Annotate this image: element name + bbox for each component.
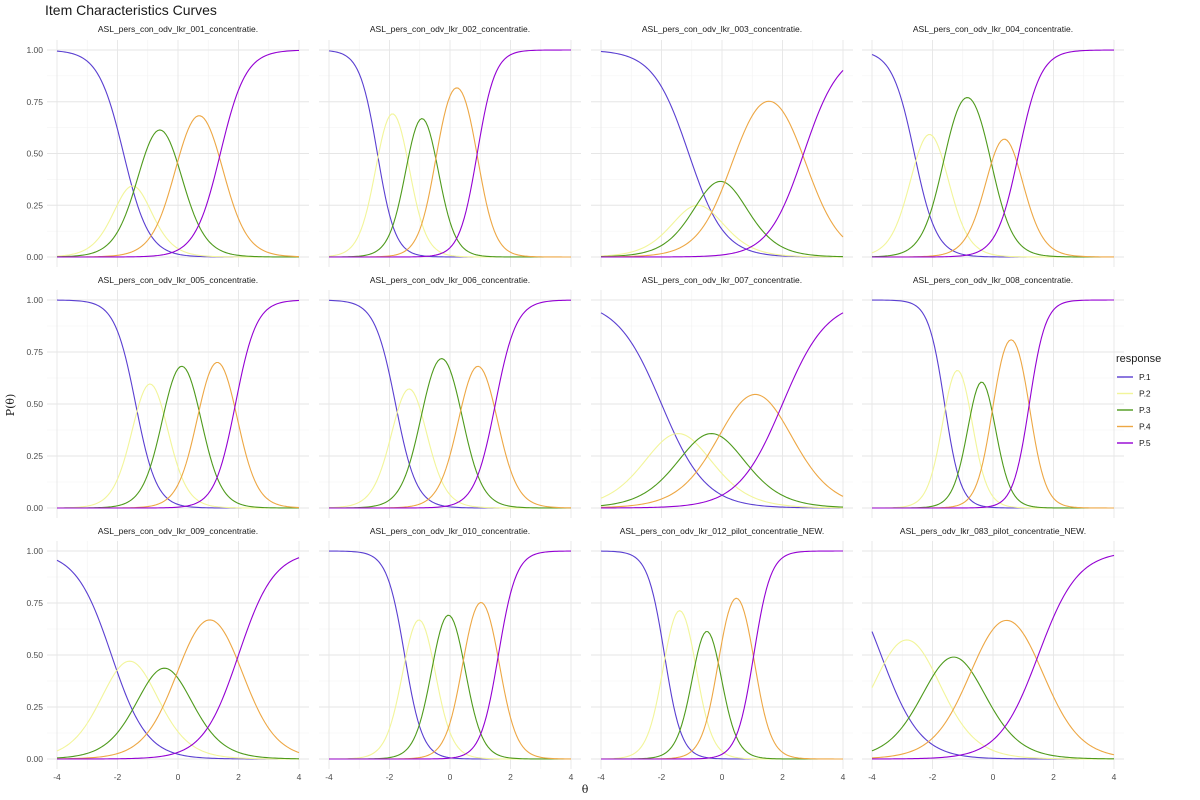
y-tick-label: 0.00 (26, 252, 43, 262)
series-line-p-2 (600, 204, 844, 258)
series-line-p-5 (872, 49, 1115, 258)
x-tick-label: 4 (841, 772, 846, 782)
facet-strip-label: ASL_pers_odv_lkr_083_pilot_concentratie_… (900, 526, 1086, 536)
facet-strip-label: ASL_pers_con_odv_lkr_004_concentratie. (913, 24, 1073, 34)
facet-panel: ASL_pers_con_odv_lkr_010_concentratie. -4… (319, 526, 581, 782)
legend-title: response (1116, 353, 1161, 365)
legend-label: P.4 (1139, 422, 1151, 432)
x-tick-label: 0 (720, 772, 725, 782)
facet-strip-label: ASL_pers_con_odv_lkr_006_concentratie. (370, 275, 530, 285)
y-tick-label: 0.50 (26, 149, 43, 159)
facet-panels: ASL_pers_con_odv_lkr_001_concentratie. 0.… (26, 24, 1124, 782)
chart-title: Item Characteristics Curves (45, 2, 217, 18)
y-tick-label: 1.00 (26, 546, 43, 556)
y-tick-label: 0.25 (26, 451, 43, 461)
x-tick-label: -4 (597, 772, 605, 782)
series-line-p-5 (57, 299, 300, 509)
facet-strip-label: ASL_pers_con_odv_lkr_001_concentratie. (98, 24, 258, 34)
facet-strip-label: ASL_pers_con_odv_lkr_008_concentratie. (913, 275, 1073, 285)
series-line-p-3 (600, 433, 844, 508)
series-line-p-3 (56, 667, 300, 760)
x-axis-title: θ (582, 783, 589, 796)
legend: response P.1 P.2 P.3 P.4 P.5 (1116, 353, 1161, 448)
series-line-p-4 (871, 619, 1115, 759)
y-tick-label: 0.25 (26, 702, 43, 712)
y-tick-label: 0.25 (26, 200, 43, 210)
y-tick-label: 0.50 (26, 399, 43, 409)
x-tick-label: 2 (780, 772, 785, 782)
x-tick-label: 4 (297, 772, 302, 782)
x-tick-label: 0 (448, 772, 453, 782)
x-tick-label: -4 (53, 772, 61, 782)
series-line-p-2 (56, 383, 299, 509)
x-tick-label: 0 (991, 772, 996, 782)
x-tick-label: 4 (569, 772, 574, 782)
legend-label: P.5 (1139, 438, 1151, 448)
facet-strip-label: ASL_pers_con_odv_lkr_002_concentratie. (370, 24, 530, 34)
legend-label: P.3 (1139, 405, 1151, 415)
series-line-p-5 (601, 550, 843, 760)
y-axis-title: P(θ) (4, 394, 17, 417)
facet-panel: ASL_pers_con_odv_lkr_001_concentratie. 0.… (26, 24, 309, 267)
facet-panel: ASL_pers_con_odv_lkr_004_concentratie. (862, 24, 1124, 267)
facet-strip-label: ASL_pers_con_odv_lkr_003_concentratie. (642, 24, 802, 34)
series-line-p-5 (872, 554, 1115, 760)
series-line-p-5 (601, 312, 844, 509)
series-line-p-3 (56, 129, 300, 258)
facet-strip-label: ASL_pers_con_odv_lkr_005_concentratie. (98, 275, 258, 285)
y-tick-label: 0.75 (26, 97, 43, 107)
series-line-p-5 (601, 70, 844, 258)
x-tick-label: -2 (386, 772, 394, 782)
series-line-p-5 (57, 49, 300, 258)
y-tick-label: 0.50 (26, 650, 43, 660)
facet-panel: ASL_pers_con_odv_lkr_009_concentratie. 0.… (26, 526, 309, 782)
series-line-p-2 (871, 639, 1114, 760)
facet-panel: ASL_pers_con_odv_lkr_003_concentratie. (591, 24, 853, 267)
x-tick-label: 2 (236, 772, 241, 782)
facet-strip-label: ASL_pers_con_odv_lkr_012_pilot_concentra… (620, 526, 825, 536)
series-line-p-3 (871, 97, 1114, 258)
x-tick-label: 2 (508, 772, 513, 782)
series-line-p-2 (56, 660, 299, 760)
x-tick-label: -4 (325, 772, 333, 782)
x-tick-label: -2 (114, 772, 122, 782)
x-tick-label: 2 (1051, 772, 1056, 782)
y-tick-label: 0.75 (26, 347, 43, 357)
facet-panel: ASL_pers_con_odv_lkr_002_concentratie. (319, 24, 581, 267)
facet-strip-label: ASL_pers_con_odv_lkr_009_concentratie. (98, 526, 258, 536)
x-tick-label: -2 (929, 772, 937, 782)
facet-panel: ASL_pers_con_odv_lkr_012_pilot_concentra… (591, 526, 853, 782)
series-line-p-5 (329, 299, 572, 509)
series-line-p-3 (600, 180, 844, 258)
y-tick-label: 1.00 (26, 45, 43, 55)
series-line-p-5 (329, 49, 571, 258)
y-tick-label: 0.00 (26, 754, 43, 764)
x-tick-label: 4 (1112, 772, 1117, 782)
facet-panel: ASL_pers_con_odv_lkr_006_concentratie. (319, 275, 581, 518)
y-tick-label: 1.00 (26, 295, 43, 305)
facet-strip-label: ASL_pers_con_odv_lkr_007_concentratie. (642, 275, 802, 285)
facet-panel: ASL_pers_con_odv_lkr_008_concentratie. (862, 275, 1124, 518)
x-tick-label: 0 (176, 772, 181, 782)
facet-strip-label: ASL_pers_con_odv_lkr_010_concentratie. (370, 526, 530, 536)
facet-panel: ASL_pers_con_odv_lkr_007_concentratie. (591, 275, 853, 518)
series-line-p-2 (600, 433, 844, 509)
facet-panel: ASL_pers_odv_lkr_083_pilot_concentratie_… (862, 526, 1124, 782)
series-line-p-3 (329, 358, 571, 509)
y-tick-label: 0.75 (26, 598, 43, 608)
x-tick-label: -2 (658, 772, 666, 782)
series-line-p-5 (872, 299, 1114, 509)
x-tick-label: -4 (868, 772, 876, 782)
legend-label: P.2 (1139, 389, 1151, 399)
series-line-p-4 (56, 619, 300, 760)
facet-panel: ASL_pers_con_odv_lkr_005_concentratie. 0.… (26, 275, 309, 518)
series-line-p-5 (57, 557, 300, 760)
y-tick-label: 0.00 (26, 503, 43, 513)
series-line-p-5 (329, 550, 572, 760)
legend-label: P.1 (1139, 372, 1151, 382)
series-line-p-3 (871, 656, 1115, 760)
series-line-p-4 (600, 393, 844, 508)
